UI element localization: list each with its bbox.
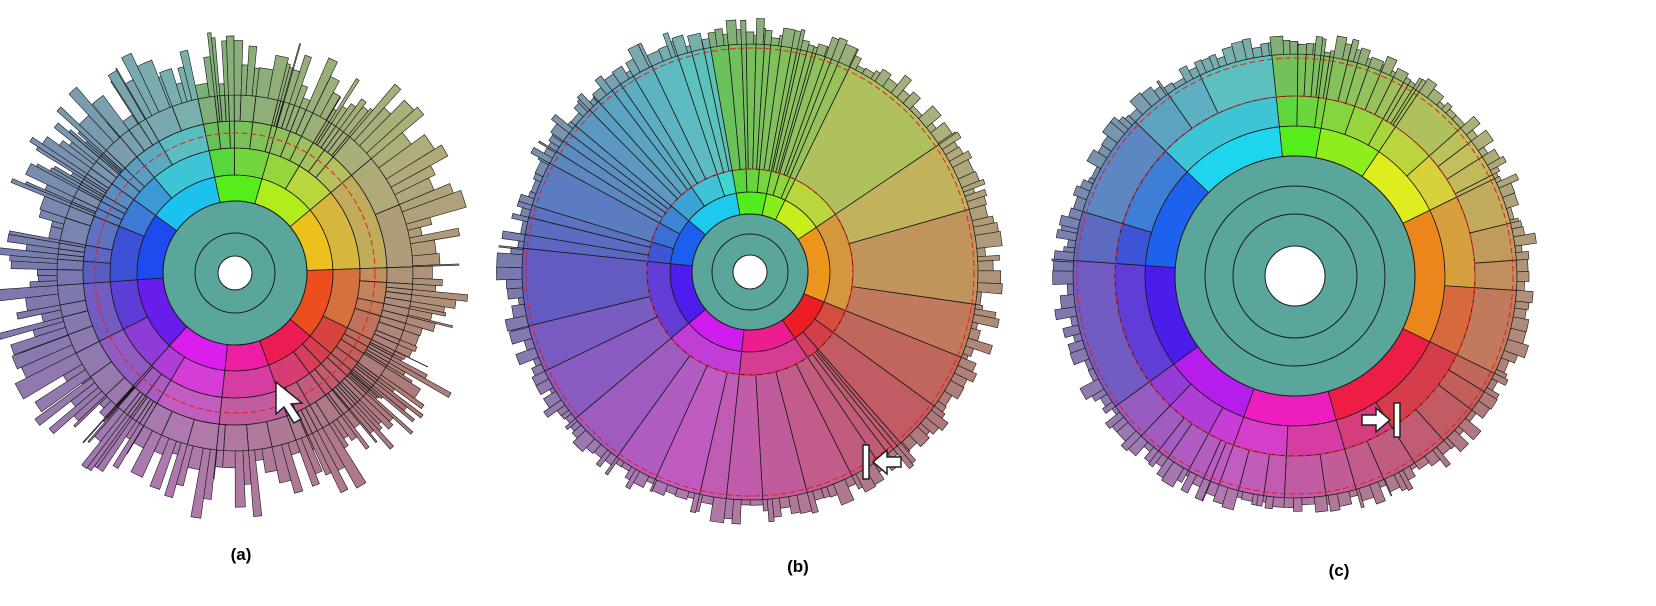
sunburst-segment	[1275, 95, 1298, 128]
depth-divider-ring	[646, 168, 854, 376]
expand-right-icon	[1361, 402, 1401, 438]
leaf-segment	[1297, 43, 1308, 55]
depth-divider-ring	[1114, 95, 1476, 457]
center-hole	[732, 254, 768, 290]
leaf-segment	[1059, 294, 1076, 310]
leaf-segment	[496, 252, 523, 268]
arrow-cursor-icon	[275, 380, 304, 425]
leaf-segment	[1066, 283, 1075, 296]
leaf-segment	[1514, 244, 1523, 253]
leaf-segment	[1301, 496, 1316, 506]
leaf-segment	[37, 275, 58, 282]
leaf-segment	[1516, 271, 1530, 282]
sunburst-segment	[359, 267, 388, 283]
leaf-segment	[1282, 39, 1291, 55]
leaf-segment	[1052, 270, 1074, 285]
center-hole	[1264, 245, 1326, 307]
depth-divider-ring	[525, 47, 975, 497]
sunburst-segment	[228, 94, 235, 122]
leaf-segment	[505, 278, 523, 290]
leaf-segment	[1267, 42, 1273, 56]
leaf-segment	[517, 297, 525, 306]
leaf-segment	[1515, 251, 1530, 261]
leaf-segment	[1269, 35, 1285, 56]
leaf-segment	[976, 247, 986, 258]
sunburst-segment	[1474, 259, 1518, 291]
leaf-segment	[1251, 46, 1263, 59]
sunburst-segment	[1278, 125, 1322, 159]
depth-divider-ring	[94, 132, 376, 414]
depth-divider-ring	[1076, 57, 1514, 495]
leaf-segment	[977, 270, 1002, 285]
sunburst-segment	[82, 260, 111, 285]
expand-left-icon	[862, 444, 902, 480]
leaf-segment	[740, 499, 751, 506]
leaf-segment	[179, 49, 199, 101]
leaf-segment	[745, 31, 755, 45]
panel-b-caption: (b)	[787, 557, 809, 576]
leaf-segment	[740, 19, 747, 45]
leaf-segment	[762, 499, 769, 512]
leaf-segment	[254, 448, 264, 461]
leaf-segment	[511, 303, 527, 319]
leaf-segment	[1289, 40, 1298, 55]
sunburst-segment	[229, 120, 235, 149]
panel-c-caption: (c)	[1328, 561, 1350, 580]
sunburst-panel-a	[0, 32, 469, 519]
leaf-segment	[412, 265, 433, 280]
leaf-segment	[1323, 51, 1331, 58]
leaf-segment	[1305, 43, 1314, 56]
leaf-segment	[496, 266, 523, 281]
leaf-segment	[725, 19, 738, 46]
sunburst-segment	[56, 269, 84, 286]
leaf-segment	[1283, 497, 1294, 508]
leaf-segment	[1314, 495, 1329, 513]
sunburst-segment	[386, 266, 414, 285]
leaf-segment	[1052, 260, 1074, 272]
sunburst-segment	[1283, 453, 1327, 499]
leaf-segment	[1272, 496, 1285, 508]
leaf-segment	[37, 268, 58, 277]
leaf-segment	[770, 37, 780, 47]
leaf-segment	[701, 38, 711, 50]
leaf-segment	[222, 450, 236, 469]
leaf-segment	[749, 499, 764, 506]
sunburst-panel-b	[496, 18, 1003, 525]
sunburst-segment	[214, 174, 263, 205]
leaf-segment	[218, 83, 226, 96]
sunburst-panel-c	[1051, 35, 1537, 513]
leaf-segment	[506, 287, 524, 300]
sunburst-segment	[223, 424, 249, 452]
leaf-segment	[778, 496, 791, 509]
leaf-segment	[977, 260, 994, 272]
center-hole	[217, 255, 253, 291]
leaf-segment	[1293, 497, 1303, 512]
panel-a-caption: (a)	[230, 545, 252, 564]
sunburst-segment	[735, 191, 768, 216]
leaf-segment	[517, 240, 525, 249]
leaf-segment	[1516, 259, 1529, 273]
leaf-segment	[1516, 281, 1525, 292]
